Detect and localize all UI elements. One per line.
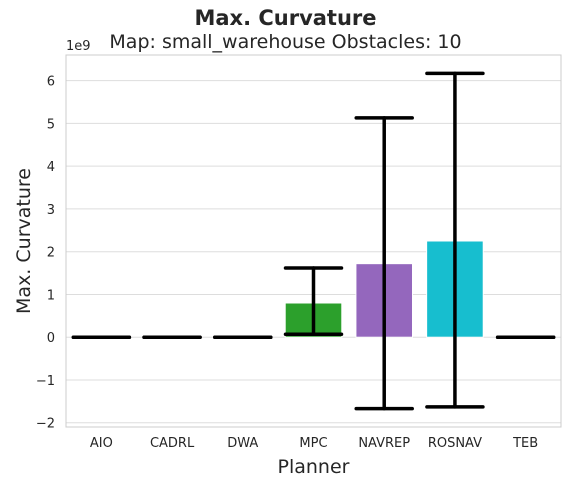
x-tick-labels: AIO CADRL DWA MPC NAVREP ROSNAV TEB bbox=[90, 436, 538, 451]
x-tick-label: TEB bbox=[512, 436, 538, 451]
plot-frame bbox=[65, 54, 562, 428]
y-axis-label: Max. Curvature bbox=[13, 168, 35, 314]
x-tick-label: CADRL bbox=[150, 436, 195, 451]
chart-subtitle: Map: small_warehouse Obstacles: 10 bbox=[109, 31, 462, 53]
x-tick-label: AIO bbox=[90, 436, 113, 451]
y-tick-label: −2 bbox=[36, 417, 55, 432]
chart-title: Max. Curvature bbox=[194, 6, 377, 30]
y-tick-label: 2 bbox=[47, 246, 55, 261]
y-tick-label: 1 bbox=[47, 288, 55, 303]
y-tick-label: 3 bbox=[47, 203, 55, 218]
error-bars bbox=[71, 71, 556, 411]
y-tick-label: 5 bbox=[47, 117, 55, 132]
gridlines bbox=[66, 80, 561, 424]
y-tick-labels: −2 −1 0 1 2 3 4 5 6 bbox=[36, 75, 55, 432]
x-tick-label: DWA bbox=[227, 436, 258, 451]
x-tick-label: ROSNAV bbox=[428, 436, 482, 451]
error-bar-navrep bbox=[354, 116, 414, 411]
error-bar-mpc bbox=[283, 266, 344, 336]
y-tick-label: 4 bbox=[47, 160, 55, 175]
error-bar-rosnav bbox=[425, 71, 485, 409]
y-tick-label: 0 bbox=[47, 331, 55, 346]
y-tick-label: 6 bbox=[47, 75, 55, 90]
x-axis-label: Planner bbox=[278, 456, 350, 478]
y-offset-label: 1e9 bbox=[66, 39, 91, 54]
x-tick-label: NAVREP bbox=[358, 436, 410, 451]
x-tick-label: MPC bbox=[299, 436, 327, 451]
y-tick-label: −1 bbox=[36, 374, 55, 389]
